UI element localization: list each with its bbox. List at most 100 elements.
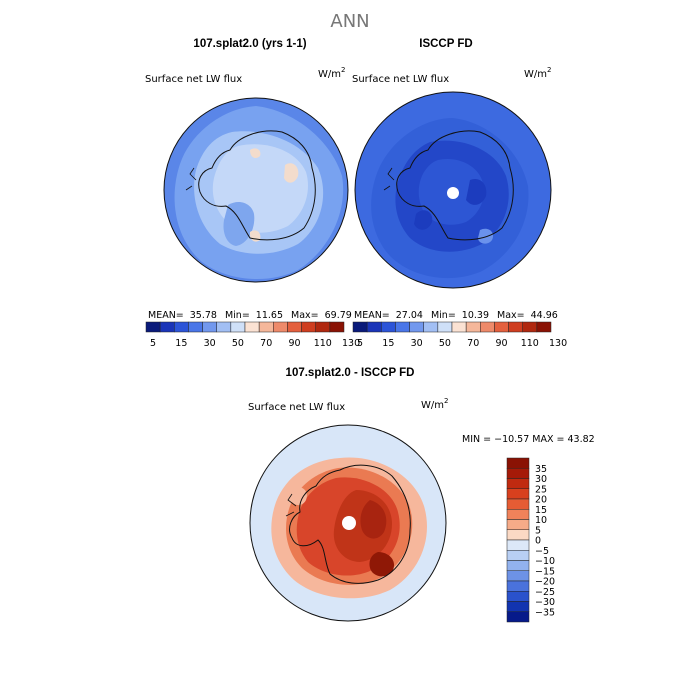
- diff-colorbar-bin: [506, 580, 530, 592]
- diff-colorbar-label: −25: [535, 587, 555, 598]
- diff-colorbar-bin: [506, 468, 530, 479]
- obs-colorbar-tick-label: 130: [549, 338, 567, 349]
- model-colorbar-tick-label: 110: [314, 338, 332, 349]
- model-polar-map: [164, 98, 348, 282]
- obs-colorbar-tick-label: 30: [411, 338, 423, 349]
- diff-colorbar-label: −15: [535, 566, 555, 577]
- model-map-border: [163, 97, 349, 283]
- model-units: W/m2: [318, 66, 345, 80]
- model-colorbar-bin: [188, 321, 203, 333]
- model-colorbar-tick-label: 5: [150, 338, 156, 349]
- diff-colorbar-bin: [506, 570, 530, 582]
- model-colorbar-tick-label: 70: [260, 338, 272, 349]
- model-colorbar-tick-label: 50: [232, 338, 244, 349]
- model-colorbar-tick-label: 90: [288, 338, 300, 349]
- diff-colorbar-label: 0: [535, 536, 541, 547]
- model-colorbar-tick-label: 15: [175, 338, 187, 349]
- diff-colorbar-bin: [506, 539, 530, 551]
- diff-colorbar-label: −10: [535, 556, 555, 567]
- diff-colorbar-bin: [506, 498, 530, 510]
- model-colorbar-bin: [159, 321, 175, 333]
- obs-map-border: [354, 91, 552, 289]
- obs-colorbar-bin: [437, 321, 453, 333]
- diff-colorbar-label: −5: [535, 546, 549, 557]
- obs-colorbar-bin: [395, 321, 410, 333]
- diff-stats: MIN = −10.57 MAX = 43.82: [462, 434, 595, 445]
- obs-colorbar-tick-label: 50: [439, 338, 451, 349]
- model-stats: MEAN= 35.78 Min= 11.65 Max= 69.79: [148, 310, 352, 321]
- diff-colorbar-label: 35: [535, 464, 547, 475]
- obs-polar-map: [355, 92, 551, 288]
- diff-colorbar-bin: [506, 457, 530, 469]
- model-colorbar-bin: [301, 321, 316, 333]
- model-colorbar-tick-label: 130: [342, 338, 360, 349]
- obs-colorbar-bin: [480, 321, 495, 333]
- diff-units: W/m2: [421, 397, 448, 411]
- obs-variable-label: Surface net LW flux: [352, 74, 449, 85]
- obs-colorbar-tick-label: 110: [521, 338, 539, 349]
- diff-panel-title: 107.splat2.0 - ISCCP FD: [286, 367, 415, 379]
- diff-colorbar-label: 5: [535, 525, 541, 536]
- model-colorbar-bin: [315, 321, 331, 333]
- obs-colorbar-tick-label: 70: [467, 338, 479, 349]
- model-colorbar-bin: [202, 321, 217, 333]
- obs-colorbar-bin: [465, 321, 481, 333]
- model-colorbar-bin: [174, 321, 189, 333]
- obs-colorbar-bin: [508, 321, 523, 333]
- diff-colorbar-bin: [506, 529, 530, 541]
- obs-colorbar-bin: [451, 321, 467, 333]
- diff-colorbar-label: 10: [535, 515, 547, 526]
- diff-polar-map: [250, 425, 446, 621]
- obs-colorbar-bin: [381, 321, 396, 333]
- obs-colorbar-bin: [522, 321, 538, 333]
- obs-colorbar-bin: [423, 321, 439, 333]
- diff-colorbar-bin: [506, 509, 530, 520]
- model-colorbar-bin: [244, 321, 260, 333]
- model-colorbar-bin: [230, 321, 246, 333]
- diff-colorbar: [506, 457, 530, 623]
- model-colorbar-bin: [287, 321, 302, 333]
- diff-colorbar-bin: [506, 488, 530, 500]
- diff-colorbar-bin: [506, 519, 530, 530]
- diff-colorbar-label: 25: [535, 484, 547, 495]
- model-colorbar-bin: [145, 321, 161, 333]
- obs-stats: MEAN= 27.04 Min= 10.39 Max= 44.96: [354, 310, 558, 321]
- page-title: ANN: [330, 11, 369, 32]
- diff-colorbar-bin: [506, 560, 530, 571]
- obs-colorbar-tick-label: 5: [357, 338, 363, 349]
- diff-colorbar-label: 30: [535, 474, 547, 485]
- obs-colorbar-tick-label: 15: [382, 338, 394, 349]
- model-colorbar: [145, 321, 345, 333]
- diff-colorbar-bin: [506, 550, 530, 561]
- diff-colorbar-bin: [506, 611, 530, 623]
- obs-colorbar-ticks: 5 15 30 50 70 90 110 130: [357, 338, 567, 349]
- obs-panel-title: ISCCP FD: [419, 38, 472, 50]
- diff-colorbar-bin: [506, 478, 530, 489]
- obs-colorbar-bin: [494, 321, 509, 333]
- model-colorbar-bin: [273, 321, 288, 333]
- model-colorbar-bin: [258, 321, 274, 333]
- obs-colorbar-bin: [409, 321, 424, 333]
- model-colorbar-ticks: 5 15 30 50 70 90 110 130: [150, 338, 360, 349]
- obs-colorbar-bin: [352, 321, 368, 333]
- diff-colorbar-label: 20: [535, 495, 547, 506]
- diff-colorbar-label: −35: [535, 607, 555, 618]
- obs-colorbar: [352, 321, 552, 333]
- obs-colorbar-bin: [366, 321, 382, 333]
- diff-colorbar-bin: [506, 591, 530, 602]
- diff-variable-label: Surface net LW flux: [248, 402, 345, 413]
- obs-colorbar-tick-label: 90: [495, 338, 507, 349]
- model-colorbar-bin: [216, 321, 232, 333]
- model-panel-title: 107.splat2.0 (yrs 1-1): [193, 38, 306, 50]
- model-variable-label: Surface net LW flux: [145, 74, 242, 85]
- diff-colorbar-bin: [506, 601, 530, 612]
- model-colorbar-tick-label: 30: [204, 338, 216, 349]
- obs-colorbar-bin: [536, 321, 552, 333]
- diff-colorbar-label: −30: [535, 597, 555, 608]
- diff-colorbar-label: −20: [535, 577, 555, 588]
- obs-units: W/m2: [524, 66, 551, 80]
- diff-colorbar-label: 15: [535, 505, 547, 516]
- model-colorbar-bin: [329, 321, 345, 333]
